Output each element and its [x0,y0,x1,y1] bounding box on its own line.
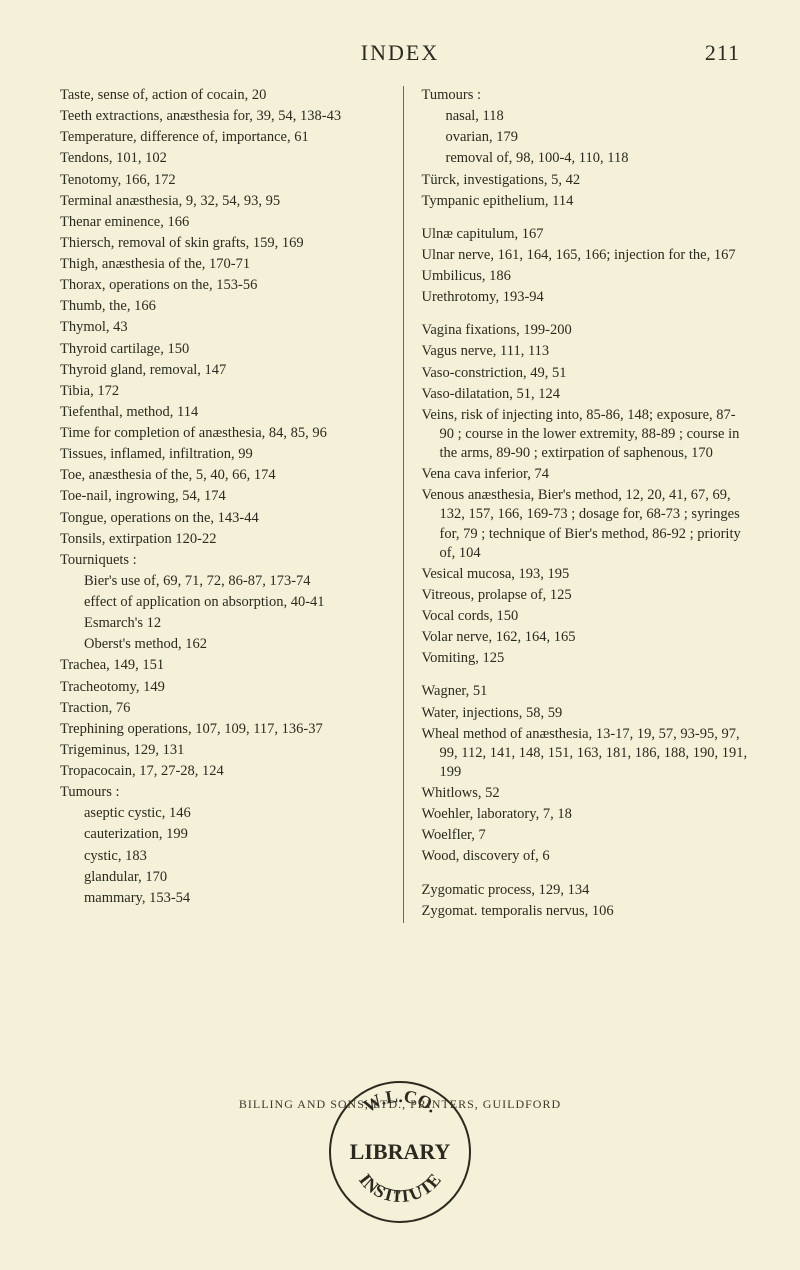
index-entry: Thyroid gland, removal, 147 [60,361,389,380]
index-entry: Tongue, operations on the, 143-44 [60,509,389,528]
index-entry: Water, injections, 58, 59 [422,704,751,723]
index-entry: ovarian, 179 [422,128,751,147]
page-number: 211 [690,40,740,66]
index-entry: Venous anæsthesia, Bier's method, 12, 20… [422,486,751,563]
index-entry: Vitreous, prolapse of, 125 [422,586,751,605]
imprint-right: GUILDFORD [483,1097,561,1111]
index-entry: Urethrotomy, 193-94 [422,288,751,307]
imprint-left: BILLING AND SONS, LTD., PRINTERS, [239,1097,479,1111]
index-entry: Tiefenthal, method, 114 [60,403,389,422]
index-entry: Terminal anæsthesia, 9, 32, 54, 93, 95 [60,192,389,211]
index-entry: mammary, 153-54 [60,889,389,908]
entry-spacer [422,869,751,881]
index-entry: Woehler, laboratory, 7, 18 [422,805,751,824]
index-entry: Teeth extractions, anæsthesia for, 39, 5… [60,107,389,126]
index-entry: effect of application on absorption, 40-… [60,593,389,612]
index-entry: Vocal cords, 150 [422,607,751,626]
index-entry: Time for completion of anæsthesia, 84, 8… [60,424,389,443]
library-stamp-icon: W.L.CO. LIBRARY INSTITUTE [315,1067,485,1237]
entry-spacer [422,670,751,682]
index-entry: Veins, risk of injecting into, 85-86, 14… [422,406,751,463]
index-entry: Bier's use of, 69, 71, 72, 86-87, 173-74 [60,572,389,591]
index-entry: Thorax, operations on the, 153-56 [60,276,389,295]
stamp-middle-text: LIBRARY [350,1139,451,1164]
index-entry: Tendons, 101, 102 [60,149,389,168]
index-entry: Wagner, 51 [422,682,751,701]
entry-spacer [422,309,751,321]
index-entry: Tibia, 172 [60,382,389,401]
entry-spacer [422,213,751,225]
index-entry: removal of, 98, 100-4, 110, 118 [422,149,751,168]
index-entry: cauterization, 199 [60,825,389,844]
index-entry: Esmarch's 12 [60,614,389,633]
index-columns: Taste, sense of, action of cocain, 20 Tee… [60,86,750,923]
index-entry: Trachea, 149, 151 [60,656,389,675]
index-entry: Tumours : [422,86,751,105]
index-entry: Tenotomy, 166, 172 [60,171,389,190]
index-entry: Thenar eminence, 166 [60,213,389,232]
page-header: INDEX 211 [60,40,750,66]
index-entry: Wheal method of anæsthesia, 13-17, 19, 5… [422,725,751,782]
index-entry: Vaso-dilatation, 51, 124 [422,385,751,404]
index-entry: Vagus nerve, 111, 113 [422,342,751,361]
index-entry: Wood, discovery of, 6 [422,847,751,866]
index-entry: Ulnæ capitulum, 167 [422,225,751,244]
index-entry: Toe-nail, ingrowing, 54, 174 [60,487,389,506]
index-entry: Tourniquets : [60,551,389,570]
index-entry: Tropacocain, 17, 27-28, 124 [60,762,389,781]
index-entry: Woelfler, 7 [422,826,751,845]
index-entry: Zygomatic process, 129, 134 [422,881,751,900]
index-entry: Toe, anæsthesia of the, 5, 40, 66, 174 [60,466,389,485]
index-entry: Umbilicus, 186 [422,267,751,286]
index-entry: Oberst's method, 162 [60,635,389,654]
index-entry: Thiersch, removal of skin grafts, 159, 1… [60,234,389,253]
footer-stamp-area: BILLING AND SONS, LTD., PRINTERS, GUILDF… [230,1067,570,1242]
index-entry: Trigeminus, 129, 131 [60,741,389,760]
index-entry: Trephining operations, 107, 109, 117, 13… [60,720,389,739]
printer-imprint: BILLING AND SONS, LTD., PRINTERS, GUILDF… [230,1097,570,1112]
index-entry: Thymol, 43 [60,318,389,337]
index-entry: Tracheotomy, 149 [60,678,389,697]
index-entry: glandular, 170 [60,868,389,887]
index-entry: Tonsils, extirpation 120-22 [60,530,389,549]
index-entry: cystic, 183 [60,847,389,866]
index-entry: Zygomat. temporalis nervus, 106 [422,902,751,921]
index-entry: Vena cava inferior, 74 [422,465,751,484]
index-entry: Temperature, difference of, importance, … [60,128,389,147]
index-entry: Vagina fixations, 199-200 [422,321,751,340]
index-entry: Tissues, inflamed, infiltration, 99 [60,445,389,464]
index-entry: Thyroid cartilage, 150 [60,340,389,359]
index-entry: Ulnar nerve, 161, 164, 165, 166; injecti… [422,246,751,265]
index-entry: Thumb, the, 166 [60,297,389,316]
index-entry: Tympanic epithelium, 114 [422,192,751,211]
index-entry: Vesical mucosa, 193, 195 [422,565,751,584]
index-entry: Thigh, anæsthesia of the, 170-71 [60,255,389,274]
index-entry: Whitlows, 52 [422,784,751,803]
index-entry: aseptic cystic, 146 [60,804,389,823]
index-title: INDEX [110,40,690,66]
index-entry: nasal, 118 [422,107,751,126]
left-column: Taste, sense of, action of cocain, 20 Tee… [60,86,404,923]
index-entry: Vaso-constriction, 49, 51 [422,364,751,383]
right-column: Tumours : nasal, 118 ovarian, 179 removal o… [422,86,751,923]
stamp-bottom-text: INSTITUTE [355,1170,445,1207]
index-entry: Traction, 76 [60,699,389,718]
index-entry: Vomiting, 125 [422,649,751,668]
index-entry: Türck, investigations, 5, 42 [422,171,751,190]
index-entry: Tumours : [60,783,389,802]
index-entry: Volar nerve, 162, 164, 165 [422,628,751,647]
index-entry: Taste, sense of, action of cocain, 20 [60,86,389,105]
